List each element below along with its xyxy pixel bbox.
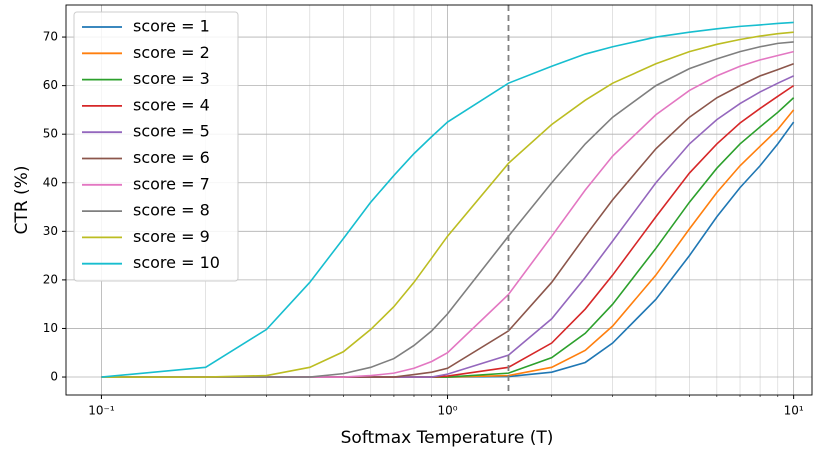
series-line [101, 21, 794, 378]
legend-label: score = 1 [133, 17, 210, 36]
legend-label: score = 7 [133, 174, 210, 193]
y-tick-label: 10 [43, 321, 58, 335]
legend-label: score = 3 [133, 69, 210, 88]
y-tick-label: 50 [43, 127, 58, 141]
legend: score = 1 score = 2 score = 3 score = 4 scor… [73, 11, 239, 282]
legend-label: score = 9 [133, 227, 210, 246]
legend-label: score = 4 [133, 95, 210, 114]
plot-frame [65, 4, 813, 396]
x-tick-label: 10⁰ [437, 404, 457, 418]
legend-label: score = 5 [133, 122, 210, 141]
y-tick-label: 0 [50, 370, 58, 384]
legend-label: score = 8 [133, 201, 210, 220]
y-axis-label: CTR (%) [12, 166, 32, 235]
y-tick-label: 70 [43, 30, 58, 44]
legend-label: score = 10 [133, 253, 220, 272]
legend-label: score = 2 [133, 43, 210, 62]
x-axis-label: Softmax Temperature (T) [341, 428, 554, 448]
x-tick-label: 10¹ [784, 404, 804, 418]
y-tick-label: 30 [43, 224, 58, 238]
y-tick-label: 40 [43, 175, 58, 189]
y-tick-label: 60 [43, 78, 58, 92]
series-line [101, 50, 794, 378]
legend-label: score = 6 [133, 148, 210, 167]
y-tick-label: 20 [43, 272, 58, 286]
x-tick-label: 10⁻¹ [88, 404, 115, 418]
series-line [101, 31, 794, 378]
